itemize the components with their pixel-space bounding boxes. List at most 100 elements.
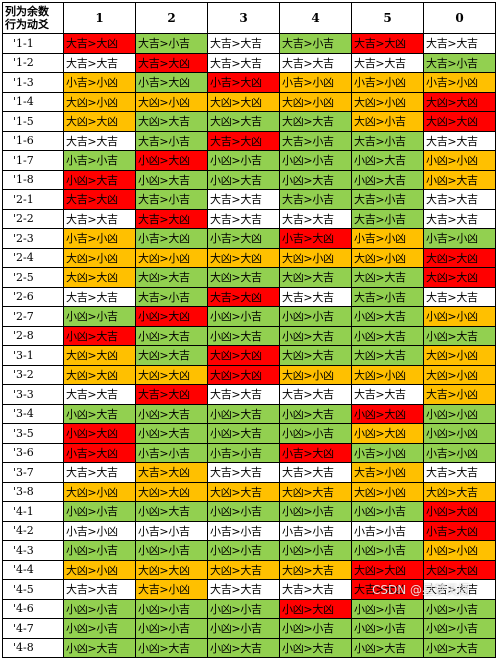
row-label: '2-3 <box>2 228 64 249</box>
row-label: '3-6 <box>2 442 64 463</box>
table-cell: 大凶>大吉 <box>135 111 208 132</box>
table-row: '2-4 大凶>小凶 大凶>小凶 大凶>大凶 大凶>小凶 大凶>小凶 大凶>大凶 <box>2 247 496 268</box>
table-cell: 大吉>大凶 <box>351 33 424 54</box>
table-cell: 大凶>小凶 <box>279 247 352 268</box>
table-cell: 大吉>大吉 <box>63 384 136 405</box>
table-cell: 大吉>大吉 <box>207 384 280 405</box>
table-row: '1-7 小吉>小吉 小凶>大凶 小凶>小吉 小凶>小吉 小凶>大吉 小凶>小凶 <box>2 150 496 171</box>
table-cell: 小吉>小凶 <box>423 228 496 249</box>
table-cell: 小凶>小吉 <box>207 501 280 522</box>
table-row: '3-7 大吉>大吉 大吉>大凶 大吉>大吉 大吉>大吉 大吉>小凶 大吉>大吉 <box>2 462 496 483</box>
table-row: '1-1 大吉>大凶 大吉>小吉 大吉>大吉 大吉>小吉 大吉>大凶 大吉>大吉 <box>2 33 496 54</box>
table-cell: 大凶>小凶 <box>279 364 352 385</box>
table-cell: 大凶>大凶 <box>207 345 280 366</box>
column-header: 3 <box>207 2 280 34</box>
table-cell: 小吉>大凶 <box>279 228 352 249</box>
table-cell: 小凶>大吉 <box>279 169 352 190</box>
table-cell: 大凶>大吉 <box>423 481 496 502</box>
table-row: '3-6 小吉>大凶 小吉>小吉 小吉>小吉 小吉>大凶 小吉>小凶 小吉>小凶 <box>2 442 496 463</box>
table-cell: 大凶>大凶 <box>135 481 208 502</box>
table-cell: 小凶>大吉 <box>63 637 136 658</box>
table-row: '4-5 大吉>大吉 大吉>小凶 大吉>大吉 大吉>大吉 大吉>大凶 大吉>大吉 <box>2 579 496 600</box>
row-label: '2-4 <box>2 247 64 268</box>
table-cell: 大凶>大吉 <box>351 345 424 366</box>
table-cell: 小凶>大吉 <box>135 501 208 522</box>
row-label: '2-1 <box>2 189 64 210</box>
table-cell: 大吉>小吉 <box>279 33 352 54</box>
table-cell: 小凶>大吉 <box>279 637 352 658</box>
table-cell: 小凶>小吉 <box>135 540 208 561</box>
table-cell: 小吉>小吉 <box>351 520 424 541</box>
table-row: '2-5 大凶>大凶 大凶>大吉 大凶>大吉 大凶>大吉 大凶>大吉 大凶>大凶 <box>2 267 496 288</box>
table-row: '2-1 大吉>大凶 大吉>小吉 大吉>大吉 大吉>小吉 大吉>小吉 大吉>大吉 <box>2 189 496 210</box>
table-cell: 大吉>大吉 <box>423 462 496 483</box>
table-cell: 大凶>大吉 <box>207 481 280 502</box>
table-cell: 小凶>大吉 <box>135 325 208 346</box>
table-cell: 大吉>小吉 <box>351 189 424 210</box>
table-cell: 小吉>小凶 <box>279 72 352 93</box>
table-cell: 大吉>大吉 <box>423 189 496 210</box>
table-cell: 小凶>大吉 <box>279 325 352 346</box>
table-cell: 大吉>大吉 <box>279 208 352 229</box>
table-cell: 大吉>小吉 <box>135 286 208 307</box>
table-cell: 小凶>大吉 <box>207 423 280 444</box>
table-row: '4-7 小凶>小吉 小凶>小吉 小凶>小吉 小凶>小吉 小凶>小吉 小凶>小吉 <box>2 618 496 639</box>
watermark: CSDN @星梦天阁 <box>371 583 470 597</box>
table-cell: 大凶>大吉 <box>207 267 280 288</box>
table-cell: 大凶>大吉 <box>279 267 352 288</box>
table-cell: 大凶>大吉 <box>135 267 208 288</box>
table-cell: 大吉>大吉 <box>207 208 280 229</box>
table-cell: 大吉>大吉 <box>207 52 280 73</box>
table-cell: 小吉>小吉 <box>207 520 280 541</box>
table-cell: 小吉>大凶 <box>135 228 208 249</box>
row-label: '2-6 <box>2 286 64 307</box>
row-label: '3-5 <box>2 423 64 444</box>
table-cell: 小吉>小凶 <box>351 228 424 249</box>
table-cell: 小凶>大凶 <box>279 598 352 619</box>
table-cell: 大吉>大吉 <box>63 462 136 483</box>
table-cell: 大吉>小凶 <box>351 462 424 483</box>
table-cell: 小凶>大凶 <box>423 501 496 522</box>
table-cell: 大吉>大吉 <box>207 579 280 600</box>
column-header: 5 <box>351 2 424 34</box>
row-label: '4-1 <box>2 501 64 522</box>
table-row: '1-4 大凶>小凶 大凶>小凶 大凶>大凶 大凶>小凶 大凶>小凶 大凶>大凶 <box>2 91 496 112</box>
table-cell: 小凶>大凶 <box>63 423 136 444</box>
table-cell: 小凶>大吉 <box>207 403 280 424</box>
table-cell: 小凶>小吉 <box>423 598 496 619</box>
table-cell: 小凶>小吉 <box>279 423 352 444</box>
table-cell: 小凶>大吉 <box>351 637 424 658</box>
table-cell: 小凶>大吉 <box>279 403 352 424</box>
table-cell: 小吉>小吉 <box>135 520 208 541</box>
table-cell: 大凶>大凶 <box>63 364 136 385</box>
table-cell: 大吉>大吉 <box>279 579 352 600</box>
table-cell: 大凶>大凶 <box>63 111 136 132</box>
table-cell: 小凶>小吉 <box>63 618 136 639</box>
table-cell: 小吉>小凶 <box>423 442 496 463</box>
table-cell: 小凶>大凶 <box>135 150 208 171</box>
table-cell: 大吉>大吉 <box>207 33 280 54</box>
table-cell: 小凶>小吉 <box>63 501 136 522</box>
table-row: '1-5 大凶>大凶 大凶>大吉 大凶>大吉 大凶>大吉 大凶>小吉 大凶>大凶 <box>2 111 496 132</box>
table-cell: 大凶>大凶 <box>423 267 496 288</box>
table-cell: 小凶>小吉 <box>279 540 352 561</box>
row-label: '1-1 <box>2 33 64 54</box>
table-cell: 大吉>小吉 <box>351 286 424 307</box>
table-cell: 大吉>大吉 <box>423 208 496 229</box>
table-row: '4-4 大凶>小凶 大凶>大凶 大凶>大吉 大凶>大吉 大凶>大凶 大凶>大凶 <box>2 559 496 580</box>
table-cell: 大凶>大吉 <box>279 345 352 366</box>
table-cell: 大凶>小吉 <box>351 111 424 132</box>
table-cell: 大凶>小凶 <box>63 91 136 112</box>
table-cell: 小凶>小凶 <box>423 540 496 561</box>
table-cell: 小凶>大凶 <box>351 423 424 444</box>
table-row: '3-3 大吉>大吉 大吉>大凶 大吉>大吉 大吉>大吉 大吉>大吉 大吉>小凶 <box>2 384 496 405</box>
table-cell: 小吉>小凶 <box>63 72 136 93</box>
table-cell: 小凶>小凶 <box>423 423 496 444</box>
table-cell: 小凶>大吉 <box>135 637 208 658</box>
table-cell: 大吉>大吉 <box>63 52 136 73</box>
table-cell: 小凶>小凶 <box>423 150 496 171</box>
table-cell: 大凶>小凶 <box>135 247 208 268</box>
table-cell: 大吉>大凶 <box>351 579 424 600</box>
table-cell: 大凶>大吉 <box>279 111 352 132</box>
table-cell: 小吉>小吉 <box>63 150 136 171</box>
